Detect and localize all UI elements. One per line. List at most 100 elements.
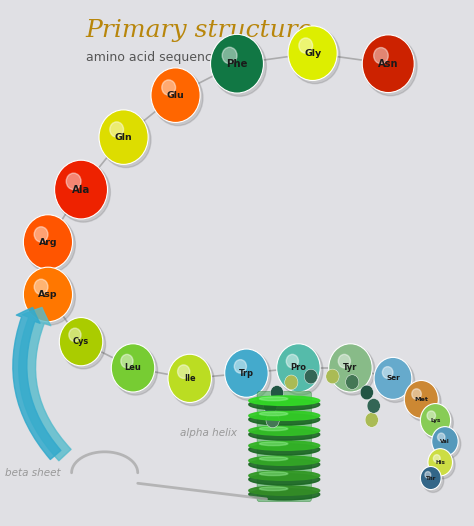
Circle shape — [56, 162, 110, 222]
Circle shape — [346, 375, 359, 389]
Circle shape — [404, 380, 438, 418]
Text: Gly: Gly — [304, 49, 321, 58]
Text: Met: Met — [414, 397, 428, 402]
Circle shape — [434, 429, 461, 459]
Circle shape — [153, 70, 203, 126]
Ellipse shape — [249, 489, 319, 500]
Text: Arg: Arg — [39, 238, 57, 247]
Ellipse shape — [249, 396, 319, 406]
Ellipse shape — [249, 456, 319, 466]
Ellipse shape — [249, 399, 319, 410]
Circle shape — [383, 367, 393, 378]
FancyArrowPatch shape — [13, 308, 61, 460]
Circle shape — [279, 346, 323, 395]
Circle shape — [277, 344, 320, 392]
Circle shape — [113, 346, 157, 395]
Circle shape — [299, 38, 313, 53]
Circle shape — [270, 386, 283, 400]
Circle shape — [55, 160, 108, 219]
FancyArrowPatch shape — [18, 308, 71, 461]
Circle shape — [338, 355, 350, 368]
Text: Ile: Ile — [184, 374, 196, 383]
Circle shape — [304, 369, 318, 384]
Circle shape — [360, 385, 374, 400]
Circle shape — [433, 454, 440, 462]
Circle shape — [374, 357, 412, 399]
Circle shape — [427, 411, 436, 420]
Circle shape — [99, 110, 148, 165]
Text: amino acid sequence: amino acid sequence — [86, 50, 219, 64]
Text: Glu: Glu — [167, 90, 184, 99]
Circle shape — [34, 279, 48, 295]
Text: Asp: Asp — [38, 290, 58, 299]
Circle shape — [290, 28, 340, 84]
Circle shape — [178, 365, 190, 378]
Text: Trp: Trp — [239, 369, 254, 378]
Circle shape — [264, 399, 277, 413]
Circle shape — [111, 344, 155, 392]
Circle shape — [285, 375, 298, 390]
Circle shape — [425, 472, 431, 478]
Circle shape — [69, 328, 81, 342]
Ellipse shape — [249, 411, 319, 420]
Text: Primary structure: Primary structure — [86, 19, 313, 42]
Circle shape — [210, 34, 264, 93]
Ellipse shape — [259, 412, 288, 416]
Circle shape — [225, 349, 268, 397]
Text: Tyr: Tyr — [343, 363, 357, 372]
Circle shape — [23, 267, 73, 322]
Circle shape — [438, 433, 445, 441]
Ellipse shape — [259, 442, 288, 446]
Text: Cys: Cys — [73, 337, 89, 346]
Ellipse shape — [259, 397, 288, 401]
Circle shape — [110, 122, 124, 137]
Text: beta sheet: beta sheet — [5, 468, 61, 478]
Ellipse shape — [249, 426, 319, 436]
Text: Leu: Leu — [125, 363, 141, 372]
Ellipse shape — [249, 444, 319, 455]
Text: alpha helix: alpha helix — [180, 429, 237, 439]
Circle shape — [326, 369, 339, 384]
Ellipse shape — [259, 472, 288, 476]
Text: Thr: Thr — [426, 476, 436, 481]
Circle shape — [162, 80, 175, 95]
Circle shape — [23, 215, 73, 269]
Circle shape — [362, 35, 414, 93]
Circle shape — [25, 217, 75, 272]
Circle shape — [59, 318, 103, 366]
Text: Pro: Pro — [291, 363, 306, 372]
Circle shape — [266, 413, 279, 428]
Circle shape — [330, 346, 375, 395]
Circle shape — [376, 360, 415, 402]
Ellipse shape — [249, 459, 319, 470]
Ellipse shape — [249, 486, 319, 495]
Circle shape — [422, 406, 453, 440]
Ellipse shape — [249, 414, 319, 425]
Circle shape — [170, 357, 214, 406]
Circle shape — [328, 344, 372, 392]
Circle shape — [367, 399, 380, 413]
Text: Ala: Ala — [72, 185, 90, 195]
Circle shape — [234, 360, 246, 373]
Text: Gln: Gln — [115, 133, 132, 141]
Circle shape — [364, 37, 417, 96]
Ellipse shape — [249, 474, 319, 485]
FancyBboxPatch shape — [257, 391, 311, 502]
Circle shape — [406, 383, 441, 421]
Circle shape — [168, 354, 211, 402]
Circle shape — [374, 47, 388, 64]
Text: Lys: Lys — [430, 418, 441, 423]
Circle shape — [420, 467, 441, 490]
Ellipse shape — [249, 441, 319, 450]
Text: His: His — [435, 460, 445, 465]
Ellipse shape — [259, 487, 288, 491]
Ellipse shape — [249, 471, 319, 480]
Circle shape — [212, 36, 266, 96]
Circle shape — [430, 451, 455, 479]
Circle shape — [422, 469, 444, 492]
Text: Ser: Ser — [386, 376, 400, 381]
Circle shape — [365, 412, 378, 427]
Circle shape — [286, 355, 299, 368]
Circle shape — [61, 320, 106, 369]
Ellipse shape — [259, 427, 288, 431]
